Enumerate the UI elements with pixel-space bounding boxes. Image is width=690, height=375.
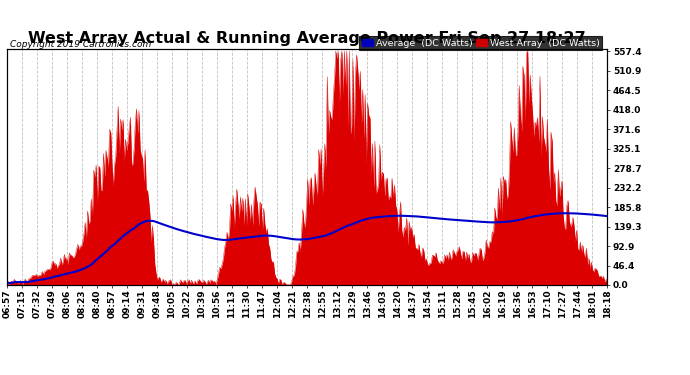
Legend: Average  (DC Watts), West Array  (DC Watts): Average (DC Watts), West Array (DC Watts… (359, 36, 602, 50)
Text: Copyright 2019 Cartronics.com: Copyright 2019 Cartronics.com (10, 40, 151, 50)
Title: West Array Actual & Running Average Power Fri Sep 27 18:27: West Array Actual & Running Average Powe… (28, 31, 586, 46)
